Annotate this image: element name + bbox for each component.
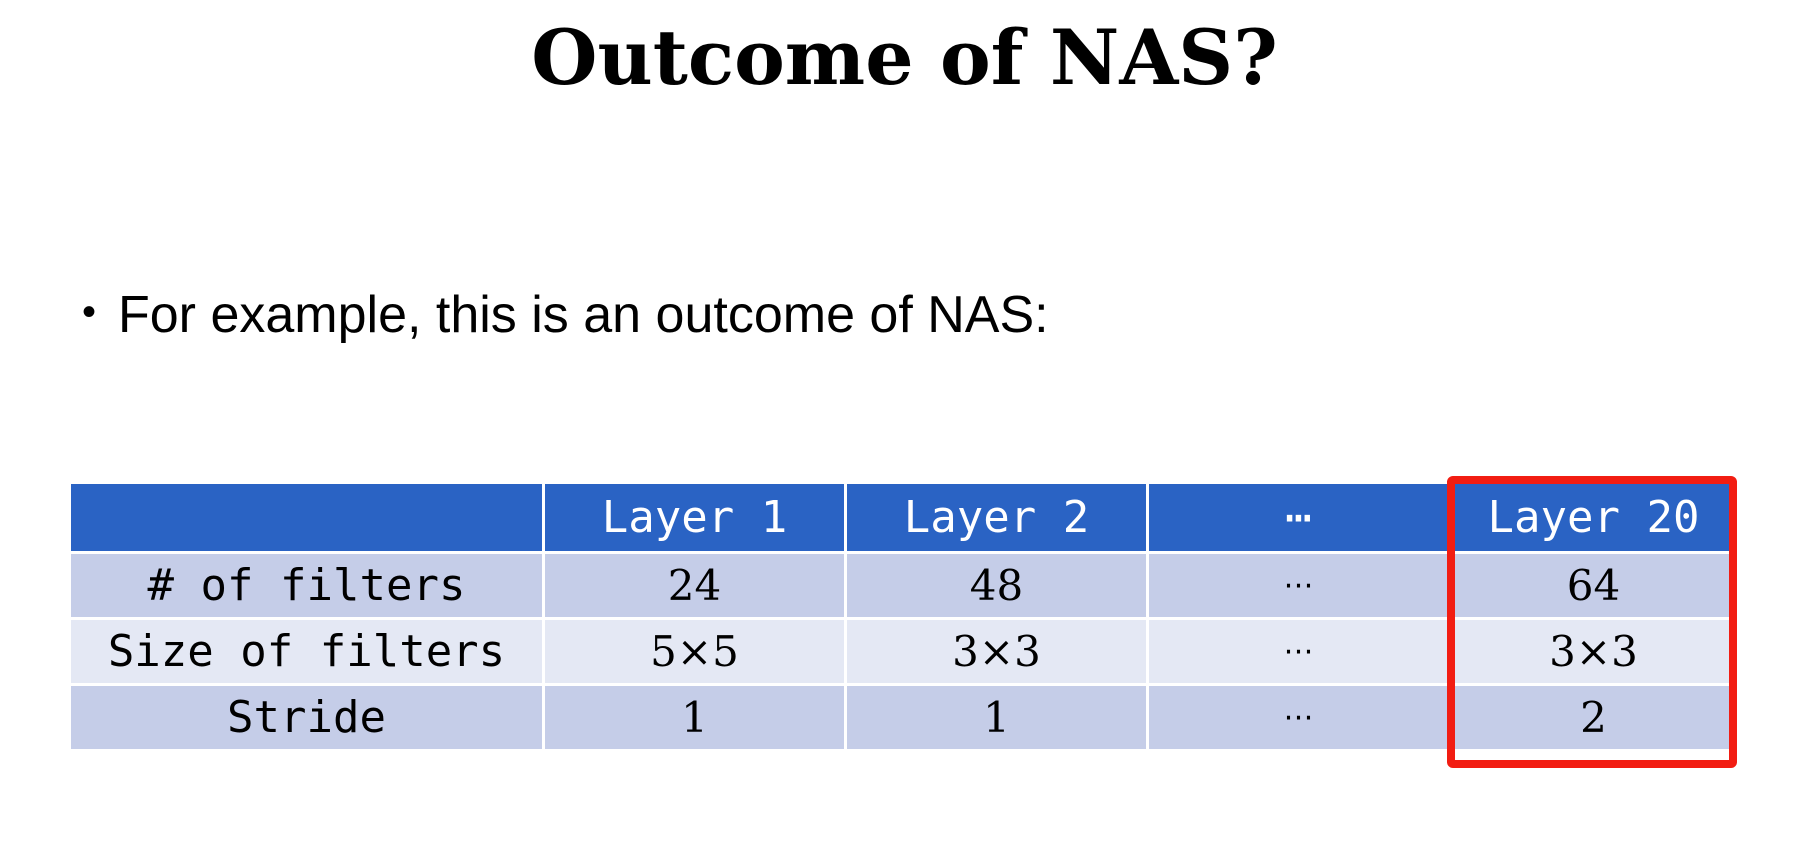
cell-value: 3×3: [844, 617, 1149, 686]
cell-value: 5×5: [542, 617, 847, 686]
bullet-icon: •: [82, 290, 97, 335]
cell-value: 64: [1448, 551, 1739, 620]
table-header-row: Layer 1 Layer 2 ⋯ Layer 20: [68, 481, 1739, 554]
header-layer-20: Layer 20: [1448, 481, 1739, 554]
table-row: Stride 1 1 ⋯ 2: [68, 683, 1739, 752]
header-layer-2: Layer 2: [844, 481, 1149, 554]
table-row: Size of filters 5×5 3×3 ⋯ 3×3: [68, 617, 1739, 686]
slide-title: Outcome of NAS?: [531, 13, 1278, 102]
cell-value: 3×3: [1448, 617, 1739, 686]
bullet-text: For example, this is an outcome of NAS:: [118, 286, 1049, 344]
row-label-size-filters: Size of filters: [68, 617, 545, 686]
header-ellipsis: ⋯: [1146, 481, 1451, 554]
nas-outcome-table: Layer 1 Layer 2 ⋯ Layer 20 # of filters …: [68, 481, 1739, 752]
header-empty-cell: [68, 481, 545, 554]
cell-value: 2: [1448, 683, 1739, 752]
header-layer-1: Layer 1: [542, 481, 847, 554]
cell-value: 48: [844, 551, 1149, 620]
bullet-point: • For example, this is an outcome of NAS:: [82, 284, 1049, 346]
row-label-num-filters: # of filters: [68, 551, 545, 620]
cell-ellipsis: ⋯: [1146, 683, 1451, 752]
cell-value: 24: [542, 551, 847, 620]
cell-value: 1: [844, 683, 1149, 752]
table-row: # of filters 24 48 ⋯ 64: [68, 551, 1739, 620]
cell-ellipsis: ⋯: [1146, 617, 1451, 686]
cell-value: 1: [542, 683, 847, 752]
cell-ellipsis: ⋯: [1146, 551, 1451, 620]
row-label-stride: Stride: [68, 683, 545, 752]
